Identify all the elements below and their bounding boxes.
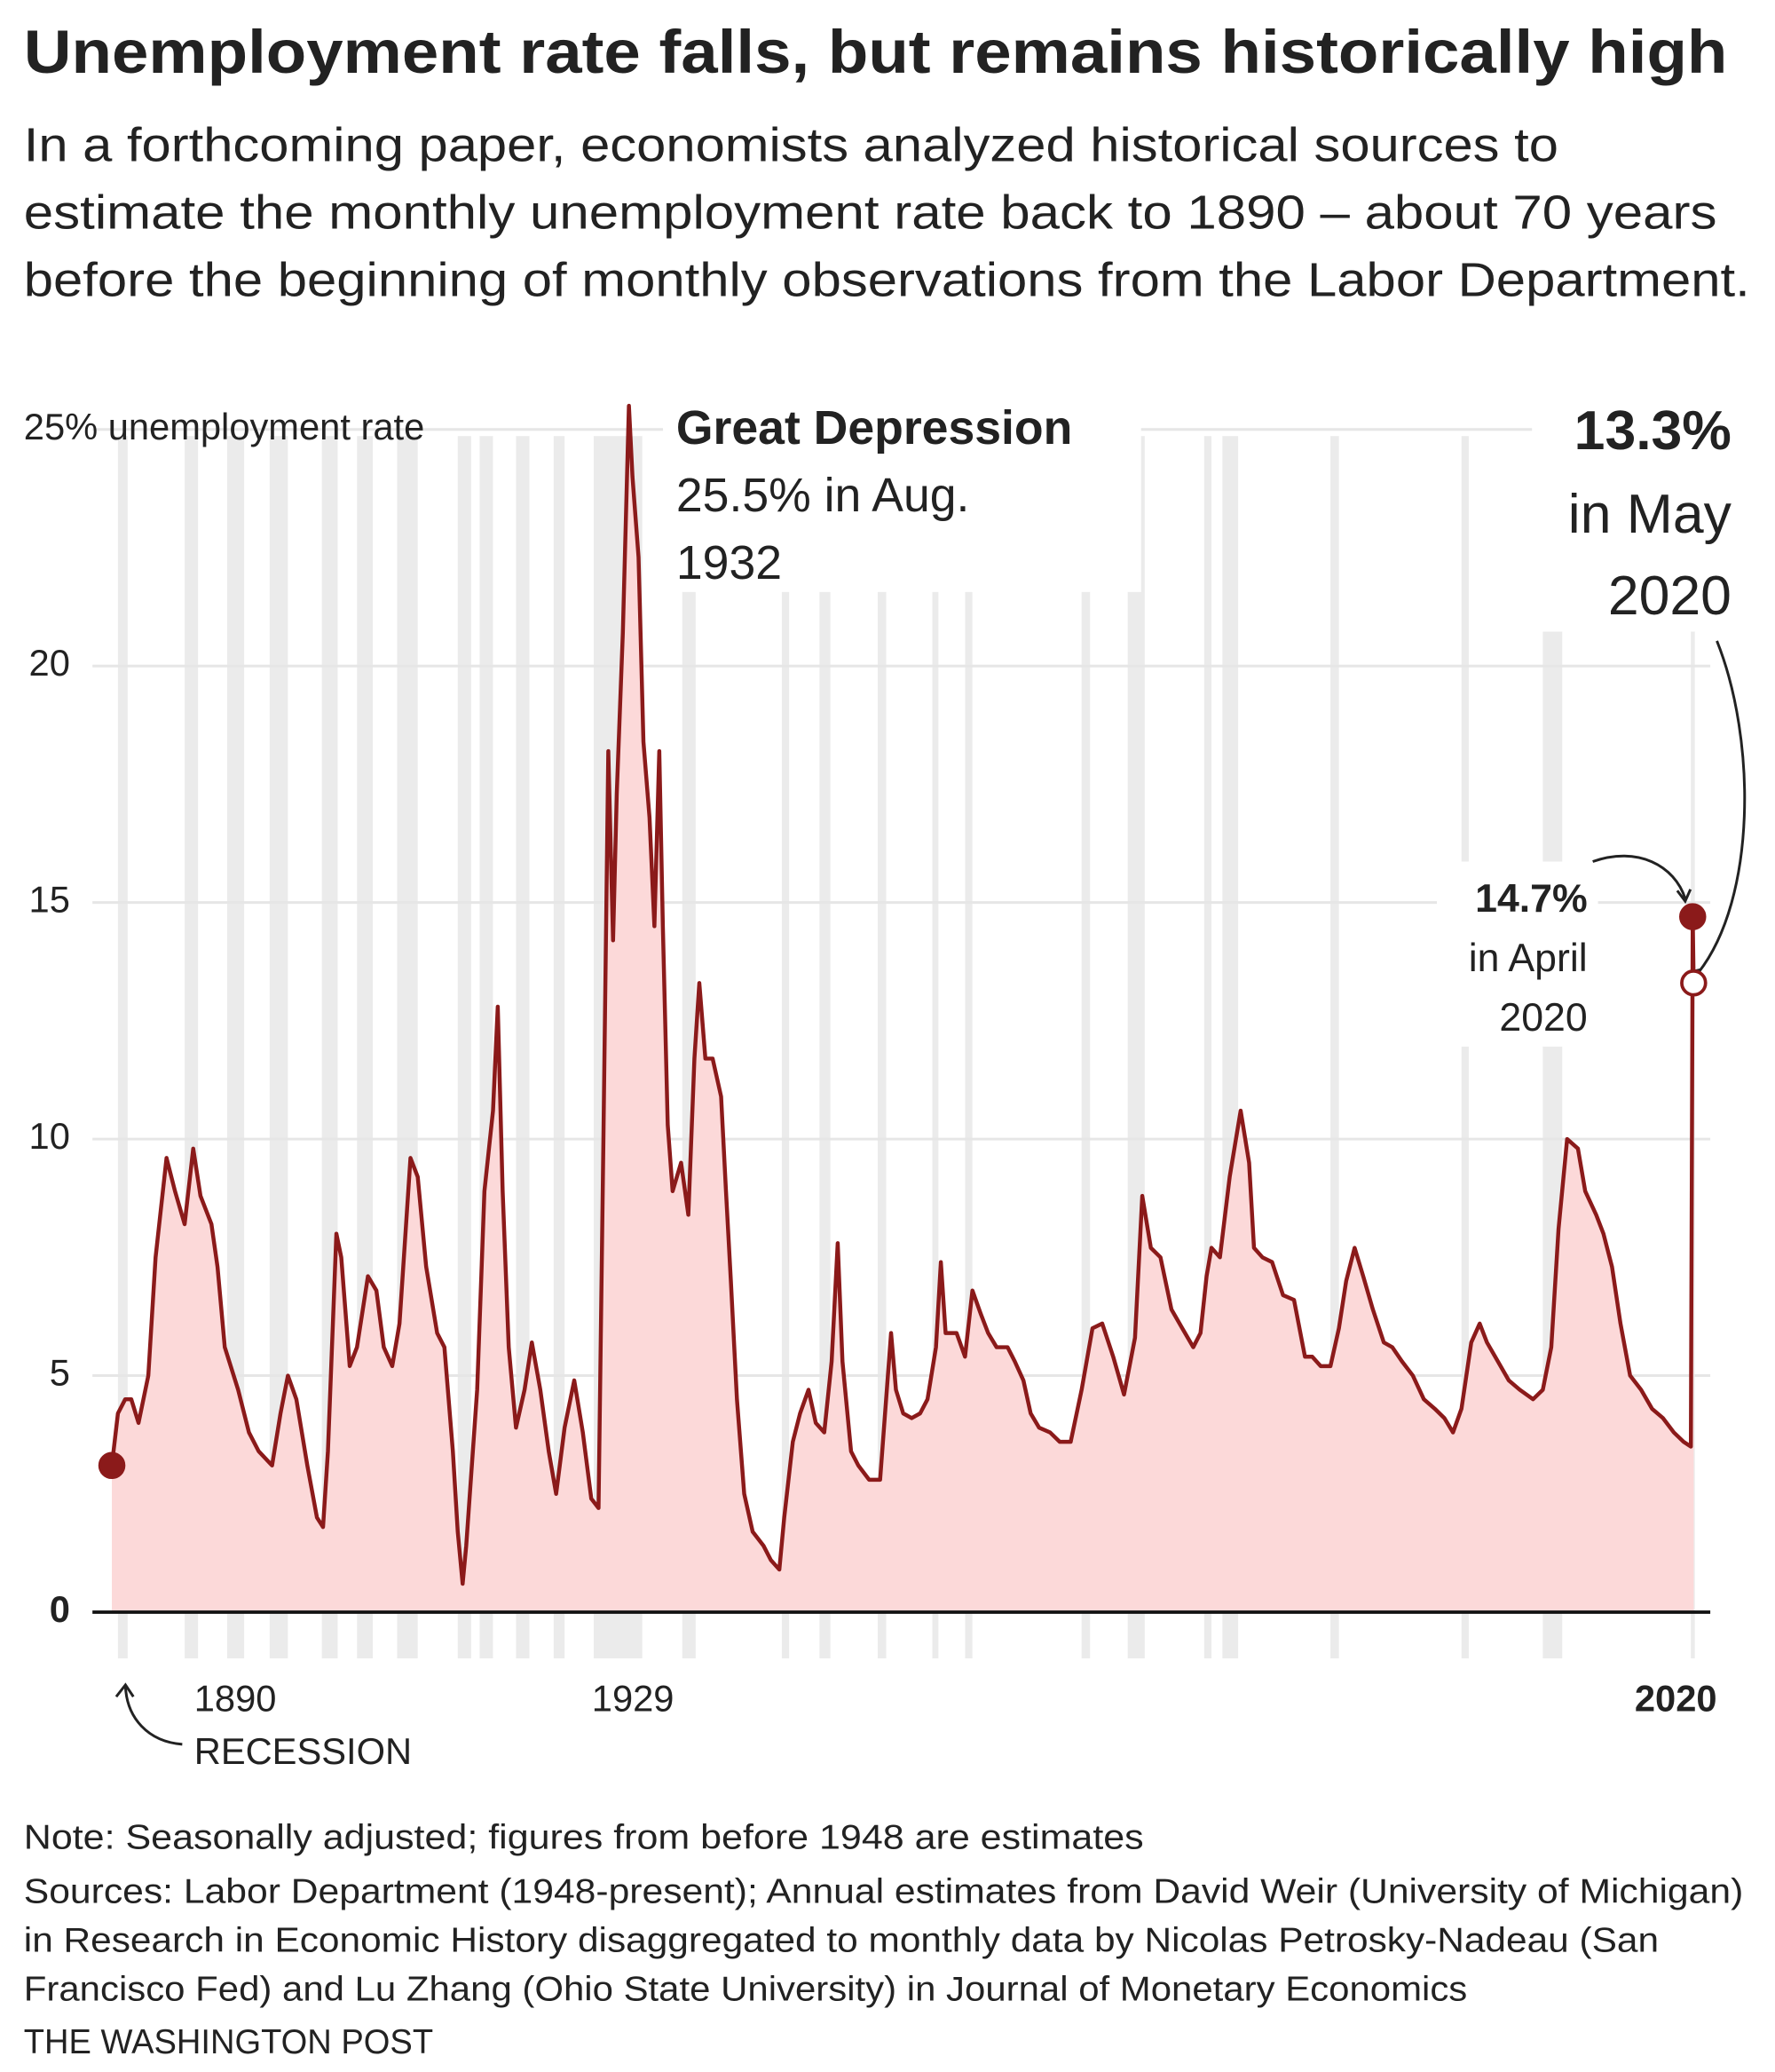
annotation: 2020	[1608, 565, 1732, 627]
annotation-background	[1532, 383, 1749, 632]
recession-bands	[117, 436, 1695, 1659]
annotation: in April	[1469, 937, 1588, 980]
y-tick-label: 15	[29, 879, 70, 921]
x-tick-label: 2020	[1635, 1678, 1717, 1720]
labels: Unemployment rate falls, but remains his…	[24, 18, 1750, 2061]
annotation-background	[663, 393, 1141, 592]
annotation-background	[1437, 861, 1598, 1047]
note: Note: Seasonally adjusted; figures from …	[24, 1818, 1144, 1856]
recession-band	[516, 436, 530, 1659]
credit: THE WASHINGTON POST	[24, 2023, 433, 2061]
subtitle: before the beginning of monthly observat…	[24, 254, 1750, 306]
annotation: RECESSION	[194, 1730, 412, 1772]
y-tick-label: 5	[50, 1352, 70, 1394]
y-tick-label: 20	[29, 642, 70, 684]
recession-band	[819, 436, 831, 1659]
recession-band	[269, 436, 288, 1659]
recession-band	[117, 436, 128, 1659]
source: Sources: Labor Department (1948-present)…	[24, 1872, 1744, 1910]
annotation-title: 14.7%	[1475, 877, 1588, 921]
annotation: in May	[1568, 483, 1732, 545]
recession-band	[781, 436, 790, 1659]
recession-band	[226, 436, 245, 1659]
recession-band	[1330, 436, 1339, 1659]
arrow-head	[114, 1682, 135, 1698]
arrow-head	[1676, 889, 1692, 905]
data-point	[98, 1451, 126, 1480]
annotation: 25.5% in Aug.	[676, 470, 970, 522]
arrow	[1592, 854, 1687, 899]
subtitle: estimate the monthly unemployment rate b…	[24, 187, 1717, 240]
recession-band	[932, 436, 939, 1659]
source: in Research in Economic History disaggre…	[24, 1922, 1659, 1960]
arrow	[123, 1686, 183, 1746]
annotation-title: 13.3%	[1574, 399, 1732, 462]
y-tick-label: 25% unemployment rate	[24, 406, 424, 447]
source: Francisco Fed) and Lu Zhang (Ohio State …	[24, 1971, 1467, 2009]
line	[109, 403, 1696, 1586]
subtitle: In a forthcoming paper, economists analy…	[24, 120, 1558, 172]
recession-band	[1461, 436, 1469, 1659]
data-point	[1680, 969, 1708, 997]
x-tick-label: 1890	[194, 1678, 277, 1720]
recession-band	[1203, 436, 1212, 1659]
plot	[92, 403, 1711, 1614]
area-fill	[112, 406, 1694, 1612]
y-tick-label: 0	[50, 1588, 70, 1630]
recession-band	[965, 436, 973, 1659]
recession-band	[1081, 436, 1091, 1659]
chart-title: Unemployment rate falls, but remains his…	[24, 18, 1728, 86]
y-tick-label: 10	[29, 1115, 70, 1157]
recession-band	[877, 436, 887, 1659]
annotation: 1932	[676, 537, 782, 589]
x-tick-label: 1929	[592, 1678, 674, 1720]
annotation-title: Great Depression	[676, 402, 1072, 455]
annotation: 2020	[1499, 996, 1587, 1040]
data-point	[1679, 903, 1707, 930]
recession-band	[553, 436, 565, 1659]
arrow	[1697, 640, 1747, 974]
recession-band	[457, 436, 471, 1659]
